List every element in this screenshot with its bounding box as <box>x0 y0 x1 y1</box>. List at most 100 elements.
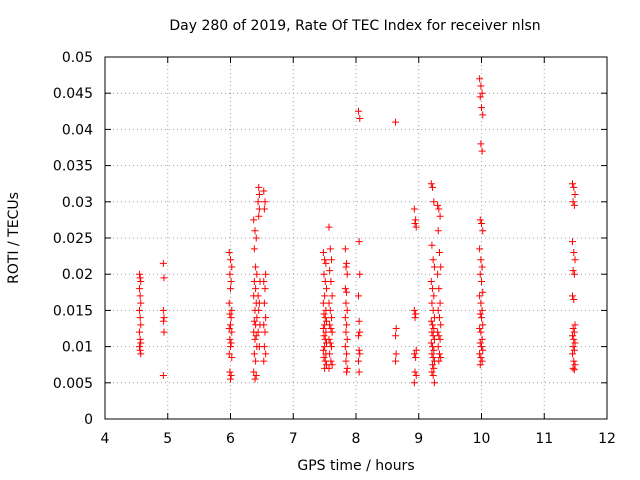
data-point <box>341 343 349 351</box>
data-point <box>250 216 258 224</box>
data-point <box>328 314 336 322</box>
data-point <box>261 328 269 336</box>
data-point <box>428 241 436 249</box>
data-point <box>392 325 400 332</box>
data-point <box>255 212 263 220</box>
data-point <box>476 339 484 347</box>
data-point <box>435 332 443 340</box>
data-point <box>321 314 329 322</box>
y-tick-label: 0.02 <box>62 267 93 283</box>
data-point <box>430 379 438 387</box>
data-point <box>356 115 364 123</box>
y-tick-label: 0.035 <box>53 159 93 175</box>
data-point <box>570 296 578 304</box>
plot-frame <box>104 56 608 420</box>
data-point <box>569 267 577 275</box>
data-point <box>328 328 336 336</box>
data-point <box>342 328 350 336</box>
data-point <box>476 270 484 278</box>
data-point <box>327 325 335 332</box>
data-point <box>476 310 484 318</box>
data-point <box>328 292 336 300</box>
data-point <box>436 212 444 220</box>
data-point <box>476 361 484 369</box>
x-tick-label: 9 <box>414 431 423 447</box>
data-point <box>356 270 364 278</box>
data-point <box>252 285 260 293</box>
data-point <box>227 256 234 264</box>
data-point <box>434 227 442 235</box>
data-point <box>355 107 363 115</box>
data-points <box>136 75 579 387</box>
data-point <box>326 306 334 314</box>
data-point <box>429 361 437 369</box>
data-point <box>569 364 577 372</box>
data-point <box>262 350 270 358</box>
data-point <box>435 350 443 358</box>
data-point <box>570 328 578 336</box>
data-point <box>430 198 438 206</box>
data-point <box>254 328 262 336</box>
data-point <box>411 368 419 376</box>
data-point <box>410 205 418 213</box>
data-point <box>160 314 168 322</box>
data-point <box>225 325 233 332</box>
data-point <box>227 321 234 329</box>
data-point <box>136 314 144 322</box>
data-point <box>355 346 363 354</box>
data-point <box>477 299 485 307</box>
x-tick-label: 6 <box>226 431 235 447</box>
data-point <box>319 248 327 256</box>
data-point <box>136 343 144 351</box>
data-point <box>571 321 579 329</box>
data-point <box>428 350 436 358</box>
data-point <box>355 317 363 325</box>
data-point <box>569 198 577 206</box>
data-point <box>429 321 437 329</box>
data-point <box>476 292 484 300</box>
data-point <box>252 263 260 271</box>
data-point <box>159 259 167 267</box>
data-point <box>260 321 268 329</box>
data-point <box>225 248 233 256</box>
data-point <box>434 306 442 314</box>
data-point <box>252 357 260 365</box>
data-point <box>255 191 263 199</box>
data-point <box>568 350 576 358</box>
data-point <box>319 346 327 354</box>
chart-title: Day 280 of 2019, Rate Of TEC Index for r… <box>169 18 540 34</box>
data-point <box>436 335 444 343</box>
data-point <box>228 353 236 361</box>
data-point <box>571 361 579 369</box>
data-point <box>228 306 236 314</box>
data-point <box>343 321 351 329</box>
data-point <box>478 104 485 112</box>
data-point <box>320 270 328 278</box>
data-point <box>325 364 333 372</box>
data-point <box>326 339 334 347</box>
y-tick-label: 0 <box>84 412 93 428</box>
data-point <box>159 317 167 325</box>
x-axis-label: GPS time / hours <box>297 458 414 474</box>
data-point <box>254 292 262 300</box>
data-point <box>136 270 144 278</box>
data-point <box>478 220 485 228</box>
data-point <box>136 346 144 354</box>
data-point <box>478 277 485 285</box>
data-point <box>569 343 577 351</box>
data-point <box>328 361 336 369</box>
data-point <box>478 357 486 365</box>
data-point <box>429 285 437 293</box>
data-point <box>252 372 260 380</box>
data-point <box>478 89 486 97</box>
data-point <box>321 256 329 264</box>
data-point <box>570 366 578 374</box>
data-point <box>355 357 363 365</box>
data-point <box>251 335 259 343</box>
data-point <box>476 75 484 83</box>
data-point <box>225 350 233 358</box>
data-point <box>478 147 486 155</box>
data-point <box>260 343 268 351</box>
data-point <box>571 191 579 199</box>
data-point <box>355 332 363 340</box>
